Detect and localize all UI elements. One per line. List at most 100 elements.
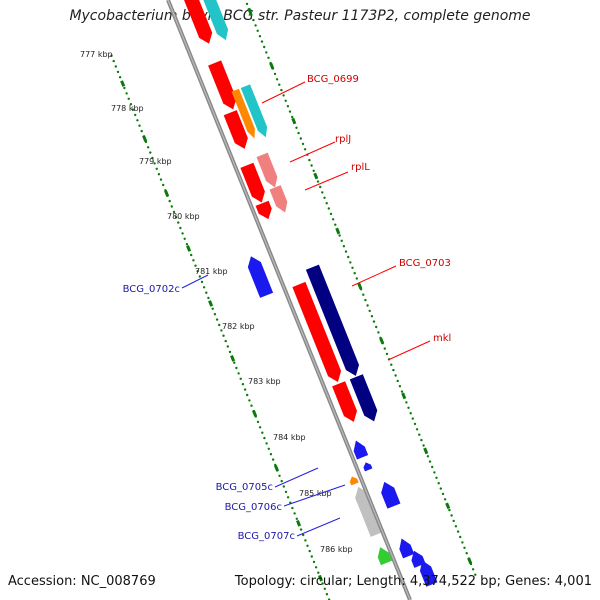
tick-dot bbox=[316, 180, 320, 183]
tick-dot bbox=[123, 86, 126, 90]
tick-dot bbox=[112, 59, 115, 63]
tick-dot bbox=[383, 347, 386, 350]
tick-dot bbox=[207, 296, 210, 300]
kbp-label: 777 kbp bbox=[80, 50, 113, 59]
tick-dot bbox=[110, 54, 113, 57]
tick-dot bbox=[317, 571, 320, 574]
map-title: Mycobacterium bovis BCG str. Pasteur 117… bbox=[69, 8, 531, 24]
tick-dot bbox=[400, 390, 404, 393]
tick-dot bbox=[129, 103, 133, 106]
tick-dot bbox=[213, 313, 217, 316]
tick-dot bbox=[192, 259, 195, 262]
gene-label[interactable]: rplJ bbox=[335, 134, 351, 145]
tick-dot bbox=[366, 304, 369, 307]
label-leader-line bbox=[304, 171, 349, 191]
tick-dot bbox=[306, 544, 309, 547]
major-tick bbox=[313, 172, 319, 180]
tick-dot bbox=[310, 164, 313, 167]
tick-dot bbox=[239, 377, 242, 380]
tick-dot bbox=[465, 552, 468, 555]
tick-dot bbox=[185, 243, 189, 246]
gene-arrow bbox=[223, 110, 248, 149]
tick-dot bbox=[151, 156, 154, 160]
tick-dot bbox=[149, 151, 152, 154]
tick-dot bbox=[340, 239, 343, 242]
gene-label[interactable]: BCG_0699 bbox=[307, 74, 359, 85]
gene-arrow bbox=[240, 84, 268, 138]
major-tick bbox=[318, 574, 324, 582]
gene-label[interactable]: BCG_0703 bbox=[399, 258, 451, 269]
tick-dot bbox=[461, 541, 464, 544]
tick-dot bbox=[286, 496, 290, 499]
tick-dot bbox=[433, 471, 436, 474]
tick-dot bbox=[116, 70, 120, 74]
gene-arrow bbox=[399, 538, 415, 559]
major-tick bbox=[296, 519, 302, 527]
gene-label[interactable]: BCG_0706c bbox=[225, 502, 282, 513]
kbp-label: 778 kbp bbox=[111, 104, 144, 113]
tick-dot bbox=[282, 485, 285, 488]
tick-dot bbox=[172, 210, 176, 214]
tick-dot bbox=[331, 218, 335, 221]
tick-dot bbox=[125, 92, 128, 95]
tick-dot bbox=[205, 291, 208, 294]
tick-dot bbox=[241, 383, 245, 386]
tick-dot bbox=[370, 315, 374, 318]
tick-dot bbox=[153, 162, 156, 165]
gene-label[interactable]: rplL bbox=[351, 162, 370, 173]
tick-dot bbox=[398, 385, 402, 388]
tick-dot bbox=[420, 438, 423, 442]
gene-arrow bbox=[178, 0, 213, 44]
tick-dot bbox=[218, 323, 221, 327]
tick-dot bbox=[303, 148, 307, 151]
gene-arrow bbox=[363, 462, 373, 472]
tick-track-left bbox=[110, 54, 331, 600]
tick-dot bbox=[261, 431, 264, 434]
major-tick bbox=[252, 410, 258, 417]
tick-dot bbox=[355, 277, 358, 280]
tick-dot bbox=[456, 530, 460, 533]
tick-dot bbox=[372, 320, 376, 323]
tick-dot bbox=[396, 379, 399, 383]
tick-dot bbox=[308, 549, 311, 553]
tick-dot bbox=[263, 436, 266, 440]
tick-dot bbox=[323, 587, 326, 590]
gene-arrow bbox=[353, 440, 369, 460]
tick-dot bbox=[267, 447, 270, 450]
tick-dot bbox=[177, 221, 180, 224]
major-tick bbox=[467, 557, 473, 565]
tick-dot bbox=[269, 453, 273, 456]
gene-label[interactable]: BCG_0702c bbox=[123, 284, 180, 295]
tick-dot bbox=[344, 250, 348, 253]
gene-label[interactable]: BCG_0705c bbox=[216, 482, 273, 493]
tick-dot bbox=[314, 566, 318, 569]
tick-dot bbox=[140, 129, 143, 133]
tick-dot bbox=[233, 361, 236, 364]
label-leaders bbox=[181, 81, 431, 537]
tick-dot bbox=[409, 412, 412, 415]
tick-dot bbox=[329, 212, 333, 216]
gene-label[interactable]: BCG_0707c bbox=[238, 531, 295, 542]
gene-arrow bbox=[377, 547, 393, 566]
tick-dot bbox=[407, 406, 410, 409]
tick-dot bbox=[385, 352, 389, 356]
tick-dot bbox=[394, 374, 397, 377]
tick-dot bbox=[267, 56, 270, 59]
label-leader-line bbox=[296, 517, 341, 537]
major-tick bbox=[208, 300, 214, 307]
tick-dot bbox=[347, 255, 350, 259]
tick-dot bbox=[256, 29, 259, 32]
tick-dot bbox=[291, 115, 294, 119]
tick-dot bbox=[463, 546, 466, 549]
tick-dot bbox=[170, 205, 173, 208]
gene-arrow bbox=[247, 256, 274, 298]
tick-dot bbox=[321, 191, 324, 194]
tick-dot bbox=[364, 298, 367, 302]
tick-dot bbox=[179, 226, 182, 230]
gene-label[interactable]: mkl bbox=[433, 333, 451, 344]
tick-dot bbox=[302, 533, 305, 537]
tick-dot bbox=[146, 146, 150, 149]
tick-dot bbox=[459, 535, 462, 539]
